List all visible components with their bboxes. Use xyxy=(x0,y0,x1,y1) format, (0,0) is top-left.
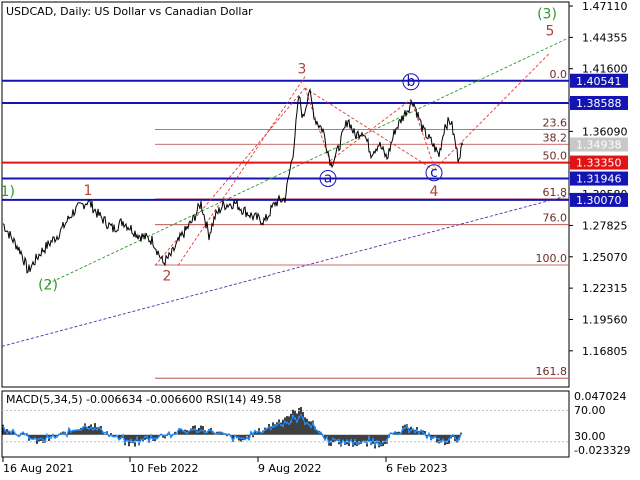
price-label-text: 1.33350 xyxy=(576,157,622,170)
price-label-text: 1.31946 xyxy=(576,173,622,186)
fib-label: 38.2 xyxy=(543,131,568,144)
wave-circle xyxy=(425,164,443,182)
wave-label: 5 xyxy=(546,24,555,40)
zigzag-line xyxy=(304,87,331,162)
indicator-tick-label: 30.00 xyxy=(574,430,606,443)
time-tick-label: 9 Aug 2022 xyxy=(258,462,321,475)
fib-label: 23.6 xyxy=(543,116,568,129)
price-tick-label: 1.27825 xyxy=(582,219,628,232)
price-tick-label: 1.47110 xyxy=(582,0,628,13)
fib-label: 0.0 xyxy=(550,68,568,81)
zigzag-line xyxy=(410,99,435,167)
fib-label: 161.8 xyxy=(536,365,568,378)
indicator-histogram xyxy=(2,407,569,449)
horizontal-levels xyxy=(2,79,569,201)
support-trend-line xyxy=(1,195,567,347)
fib-label: 50.0 xyxy=(543,150,568,163)
rsi-line xyxy=(2,413,462,447)
indicator-tick-label: 70.00 xyxy=(574,404,606,417)
channel-line xyxy=(154,87,306,266)
time-tick-label: 10 Feb 2022 xyxy=(130,462,198,475)
wave-label: 3 xyxy=(298,61,307,77)
zigzag-line xyxy=(329,99,412,162)
time-tick-label: 6 Feb 2023 xyxy=(386,462,447,475)
price-label-text: 1.40541 xyxy=(576,75,622,88)
price-tick-label: 1.25070 xyxy=(582,251,628,264)
price-tick-label: 1.22315 xyxy=(582,282,628,295)
price-tick-label: 1.19560 xyxy=(582,313,628,326)
price-label-box xyxy=(570,73,628,88)
wave-label: (1) xyxy=(0,184,15,200)
price-label-text: 1.38588 xyxy=(576,97,622,110)
indicator-title: MACD(5,34,5) -0.006634 -0.006600 RSI(14)… xyxy=(6,393,281,406)
price-label-box xyxy=(570,192,628,207)
trend-lines xyxy=(1,38,567,347)
wave-label: (2) xyxy=(38,277,58,293)
price-labels: 1.40541 1.38588 1.34938 1.33350 1.31946 1.300… xyxy=(570,73,628,207)
channel-line xyxy=(433,52,551,171)
price-tick-label: 1.41600 xyxy=(582,63,628,76)
wave-label: b xyxy=(407,74,416,90)
channel-line xyxy=(304,87,435,171)
channel-line xyxy=(177,76,306,266)
fib-label: 76.0 xyxy=(543,212,568,225)
fib-label: 100.0 xyxy=(536,252,568,265)
chart-title: USDCAD, Daily: US Dollar vs Canadian Dol… xyxy=(6,5,253,18)
indicator-tick-label: -0.023329 xyxy=(574,444,630,457)
time-axis-ticks: 16 Aug 2021 10 Feb 2022 9 Aug 2022 6 Feb 20… xyxy=(2,457,447,475)
wave-label: a xyxy=(324,170,333,186)
price-tick-label: 1.44355 xyxy=(582,31,628,44)
wave-label: 4 xyxy=(430,184,439,200)
price-tick-label: 1.16805 xyxy=(582,345,628,358)
indicator-tick-label: 0.047024 xyxy=(574,390,627,403)
price-label-text: 1.30070 xyxy=(576,194,622,207)
wave-trend-line xyxy=(47,38,567,285)
wave-circle xyxy=(319,169,337,187)
wave-label: c xyxy=(430,165,438,181)
price-label-text: 1.34938 xyxy=(576,139,622,152)
wave-labels: (1) 1 (2) 2 3 4 5(3) a b c xyxy=(0,7,557,294)
price-label-box xyxy=(570,95,628,110)
time-tick-label: 16 Aug 2021 xyxy=(3,462,73,475)
wave-circle xyxy=(402,73,420,91)
price-label-box xyxy=(570,171,628,186)
price-label-box xyxy=(570,155,628,170)
price-tick-label: 1.36090 xyxy=(582,125,628,138)
price-label-box xyxy=(570,137,628,152)
fib-label: 61.8 xyxy=(543,186,568,199)
wave-label: 1 xyxy=(84,183,93,199)
wave-label: 2 xyxy=(163,268,172,284)
wave-label: (3) xyxy=(537,7,557,23)
price-series-line xyxy=(2,87,464,274)
